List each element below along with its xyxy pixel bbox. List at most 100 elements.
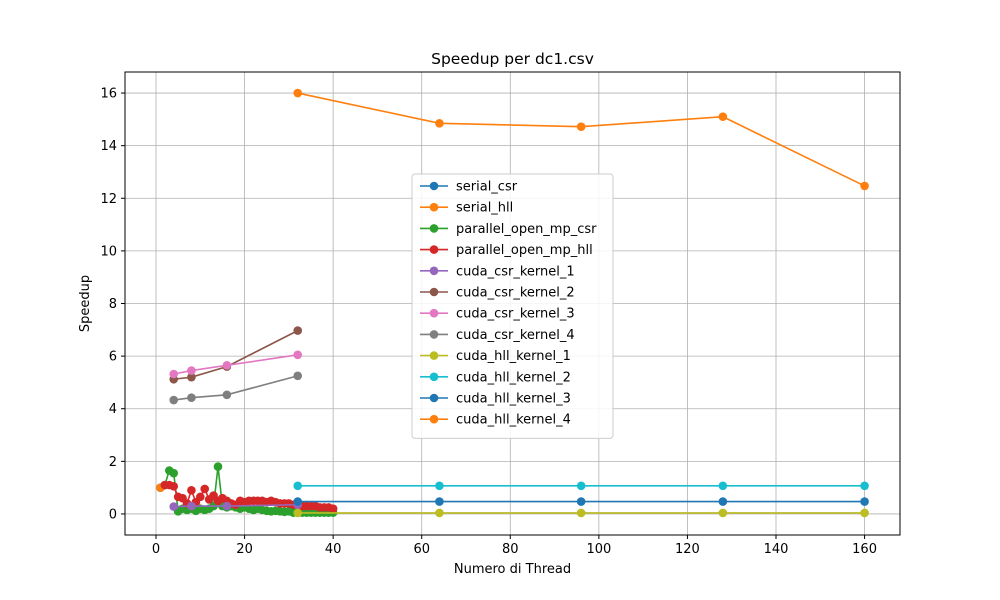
y-tick-label: 14: [100, 139, 117, 154]
legend-marker: [429, 266, 439, 276]
legend-entry: parallel_open_mp_hll: [420, 243, 593, 258]
series-cuda_csr_kernel_2: [169, 326, 303, 384]
x-tick-label: 100: [586, 542, 611, 557]
legend-marker: [429, 414, 439, 424]
data-point: [435, 481, 444, 491]
legend-label: serial_csr: [456, 180, 518, 195]
data-point: [169, 468, 179, 478]
legend-entry: cuda_hll_kernel_3: [420, 392, 571, 407]
x-tick-label: 80: [502, 542, 519, 557]
y-tick-label: 2: [109, 455, 117, 470]
legend-marker: [429, 181, 439, 191]
legend-box: [411, 173, 614, 439]
x-axis-label: Numero di Thread: [454, 562, 571, 577]
legend-entry: cuda_csr_kernel_4: [420, 328, 575, 343]
data-point: [718, 481, 728, 491]
data-point: [576, 508, 586, 518]
series-line: [173, 354, 298, 375]
legend-marker: [429, 287, 439, 297]
data-point: [213, 462, 223, 471]
series-cuda_hll_kernel_1: [293, 508, 869, 518]
legend-entry: serial_csr: [420, 180, 518, 195]
legend-entry: parallel_open_mp_csr: [420, 222, 597, 237]
y-tick-label: 6: [109, 350, 117, 365]
series-line: [297, 92, 865, 187]
legend-label: parallel_open_mp_csr: [456, 222, 597, 237]
legend-label: cuda_hll_kernel_3: [456, 392, 571, 407]
data-point: [860, 181, 869, 191]
data-point: [222, 501, 232, 511]
legend-label: cuda_hll_kernel_2: [456, 370, 571, 385]
y-tick-label: 4: [109, 402, 117, 417]
data-point: [576, 497, 586, 506]
data-point: [293, 497, 303, 506]
x-tick-label: 40: [325, 542, 342, 557]
data-point: [718, 508, 728, 518]
x-tick-label: 0: [152, 542, 160, 557]
data-point: [169, 369, 179, 379]
data-point: [435, 118, 444, 128]
data-point: [187, 485, 196, 495]
chart-title: Speedup per dc1.csv: [431, 50, 594, 68]
data-point: [222, 361, 232, 370]
data-point: [187, 366, 196, 375]
legend-marker: [429, 372, 439, 382]
legend-label: cuda_hll_kernel_1: [456, 349, 571, 364]
x-tick-label: 120: [675, 542, 700, 557]
y-tick-label: 0: [109, 507, 117, 522]
data-point: [293, 326, 303, 335]
series-cuda_csr_kernel_4: [169, 371, 303, 405]
legend: serial_csr serial_hll parallel_open_mp_csr…: [411, 173, 614, 439]
x-tick-label: 140: [764, 542, 789, 557]
series-line: [173, 329, 299, 381]
data-point: [576, 481, 586, 491]
series-line: [173, 503, 298, 508]
y-tick-label: 16: [100, 87, 117, 102]
data-point: [293, 481, 303, 491]
y-axis: 0 2 4 6 8 10 12 14 16: [100, 87, 125, 522]
data-point: [200, 484, 210, 494]
data-point: [435, 508, 444, 518]
legend-entry: serial_hll: [420, 201, 513, 216]
legend-entry: cuda_hll_kernel_4: [420, 413, 571, 428]
legend-marker: [429, 245, 439, 254]
data-point: [293, 350, 303, 360]
data-point: [293, 508, 303, 518]
data-point: [860, 481, 869, 491]
data-point: [435, 497, 444, 506]
legend-marker: [429, 308, 439, 318]
legend-label: cuda_csr_kernel_4: [456, 328, 575, 343]
legend-marker: [429, 351, 439, 360]
legend-marker: [429, 202, 439, 212]
series-layer: [156, 88, 869, 518]
legend-entry: cuda_csr_kernel_1: [420, 264, 575, 279]
y-tick-label: 10: [100, 244, 117, 259]
legend-entry: cuda_hll_kernel_1: [420, 349, 571, 364]
series-cuda_hll_kernel_2: [293, 481, 869, 491]
legend-marker: [429, 330, 439, 339]
legend-label: cuda_csr_kernel_2: [456, 286, 575, 301]
data-point: [860, 497, 869, 506]
legend-label: parallel_open_mp_hll: [456, 243, 593, 258]
data-point: [187, 372, 196, 382]
legend-entry: cuda_csr_kernel_2: [420, 286, 575, 301]
series-cuda_hll_kernel_4: [293, 88, 869, 191]
series-line: [173, 375, 298, 401]
legend-marker: [429, 393, 439, 403]
series-cuda_csr_kernel_3: [169, 350, 303, 379]
data-point: [860, 508, 869, 518]
legend-label: cuda_hll_kernel_4: [456, 413, 571, 428]
data-point: [187, 501, 196, 511]
legend-marker: [429, 224, 439, 233]
legend-label: serial_hll: [456, 201, 513, 216]
x-tick-label: 60: [413, 542, 430, 557]
series-cuda_hll_kernel_3: [293, 497, 869, 506]
data-point: [187, 393, 196, 402]
data-point: [718, 497, 728, 506]
data-point: [169, 395, 179, 405]
legend-label: cuda_csr_kernel_1: [456, 264, 575, 279]
data-point: [576, 122, 586, 132]
y-axis-label: Speedup: [78, 275, 93, 332]
data-point: [293, 371, 303, 381]
